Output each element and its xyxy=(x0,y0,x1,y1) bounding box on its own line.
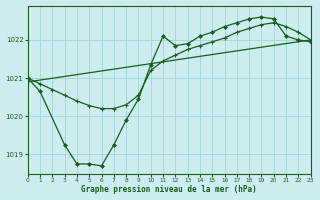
X-axis label: Graphe pression niveau de la mer (hPa): Graphe pression niveau de la mer (hPa) xyxy=(81,185,257,194)
